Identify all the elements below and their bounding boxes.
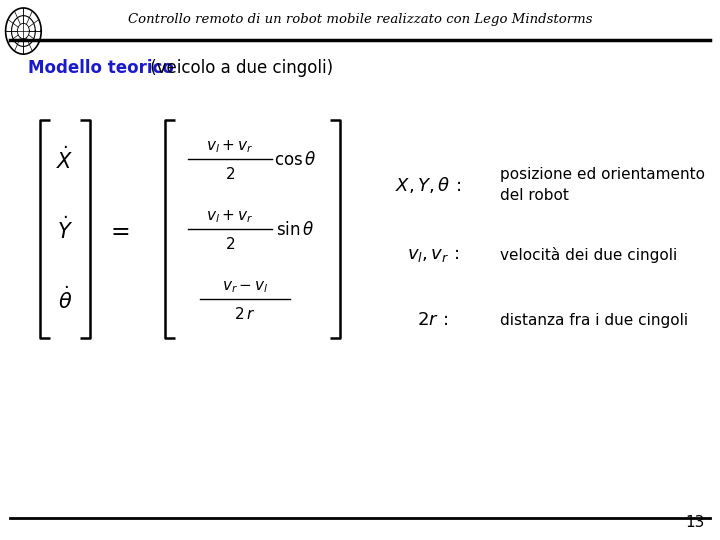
Text: $2r\,:$: $2r\,:$ — [417, 311, 449, 329]
Text: Controllo remoto di un robot mobile realizzato con Lego Mindstorms: Controllo remoto di un robot mobile real… — [127, 14, 593, 26]
Text: 13: 13 — [685, 515, 705, 530]
Text: $2$: $2$ — [225, 166, 235, 182]
Text: $X, Y, \theta\,:$: $X, Y, \theta\,:$ — [395, 175, 461, 195]
Text: $\dot{\theta}$: $\dot{\theta}$ — [58, 287, 72, 313]
Text: $2\,r$: $2\,r$ — [235, 306, 256, 322]
Text: (veicolo a due cingoli): (veicolo a due cingoli) — [145, 59, 333, 77]
Text: velocità dei due cingoli: velocità dei due cingoli — [500, 247, 678, 263]
Text: $\dot{X}$: $\dot{X}$ — [56, 147, 73, 173]
Text: $2$: $2$ — [225, 236, 235, 252]
Text: $\sin\theta$: $\sin\theta$ — [276, 221, 314, 239]
Text: Modello teorico: Modello teorico — [28, 59, 174, 77]
Text: $v_l, v_r\,:$: $v_l, v_r\,:$ — [407, 246, 459, 264]
Text: posizione ed orientamento: posizione ed orientamento — [500, 167, 705, 183]
Text: $\dot{Y}$: $\dot{Y}$ — [57, 217, 73, 244]
Text: $v_l + v_r$: $v_l + v_r$ — [207, 139, 253, 156]
Text: $v_l + v_r$: $v_l + v_r$ — [207, 208, 253, 225]
Text: $v_r - v_l$: $v_r - v_l$ — [222, 279, 269, 295]
Text: distanza fra i due cingoli: distanza fra i due cingoli — [500, 313, 688, 327]
Text: del robot: del robot — [500, 187, 569, 202]
Text: $=$: $=$ — [106, 218, 130, 242]
Text: $\cos\theta$: $\cos\theta$ — [274, 151, 316, 169]
